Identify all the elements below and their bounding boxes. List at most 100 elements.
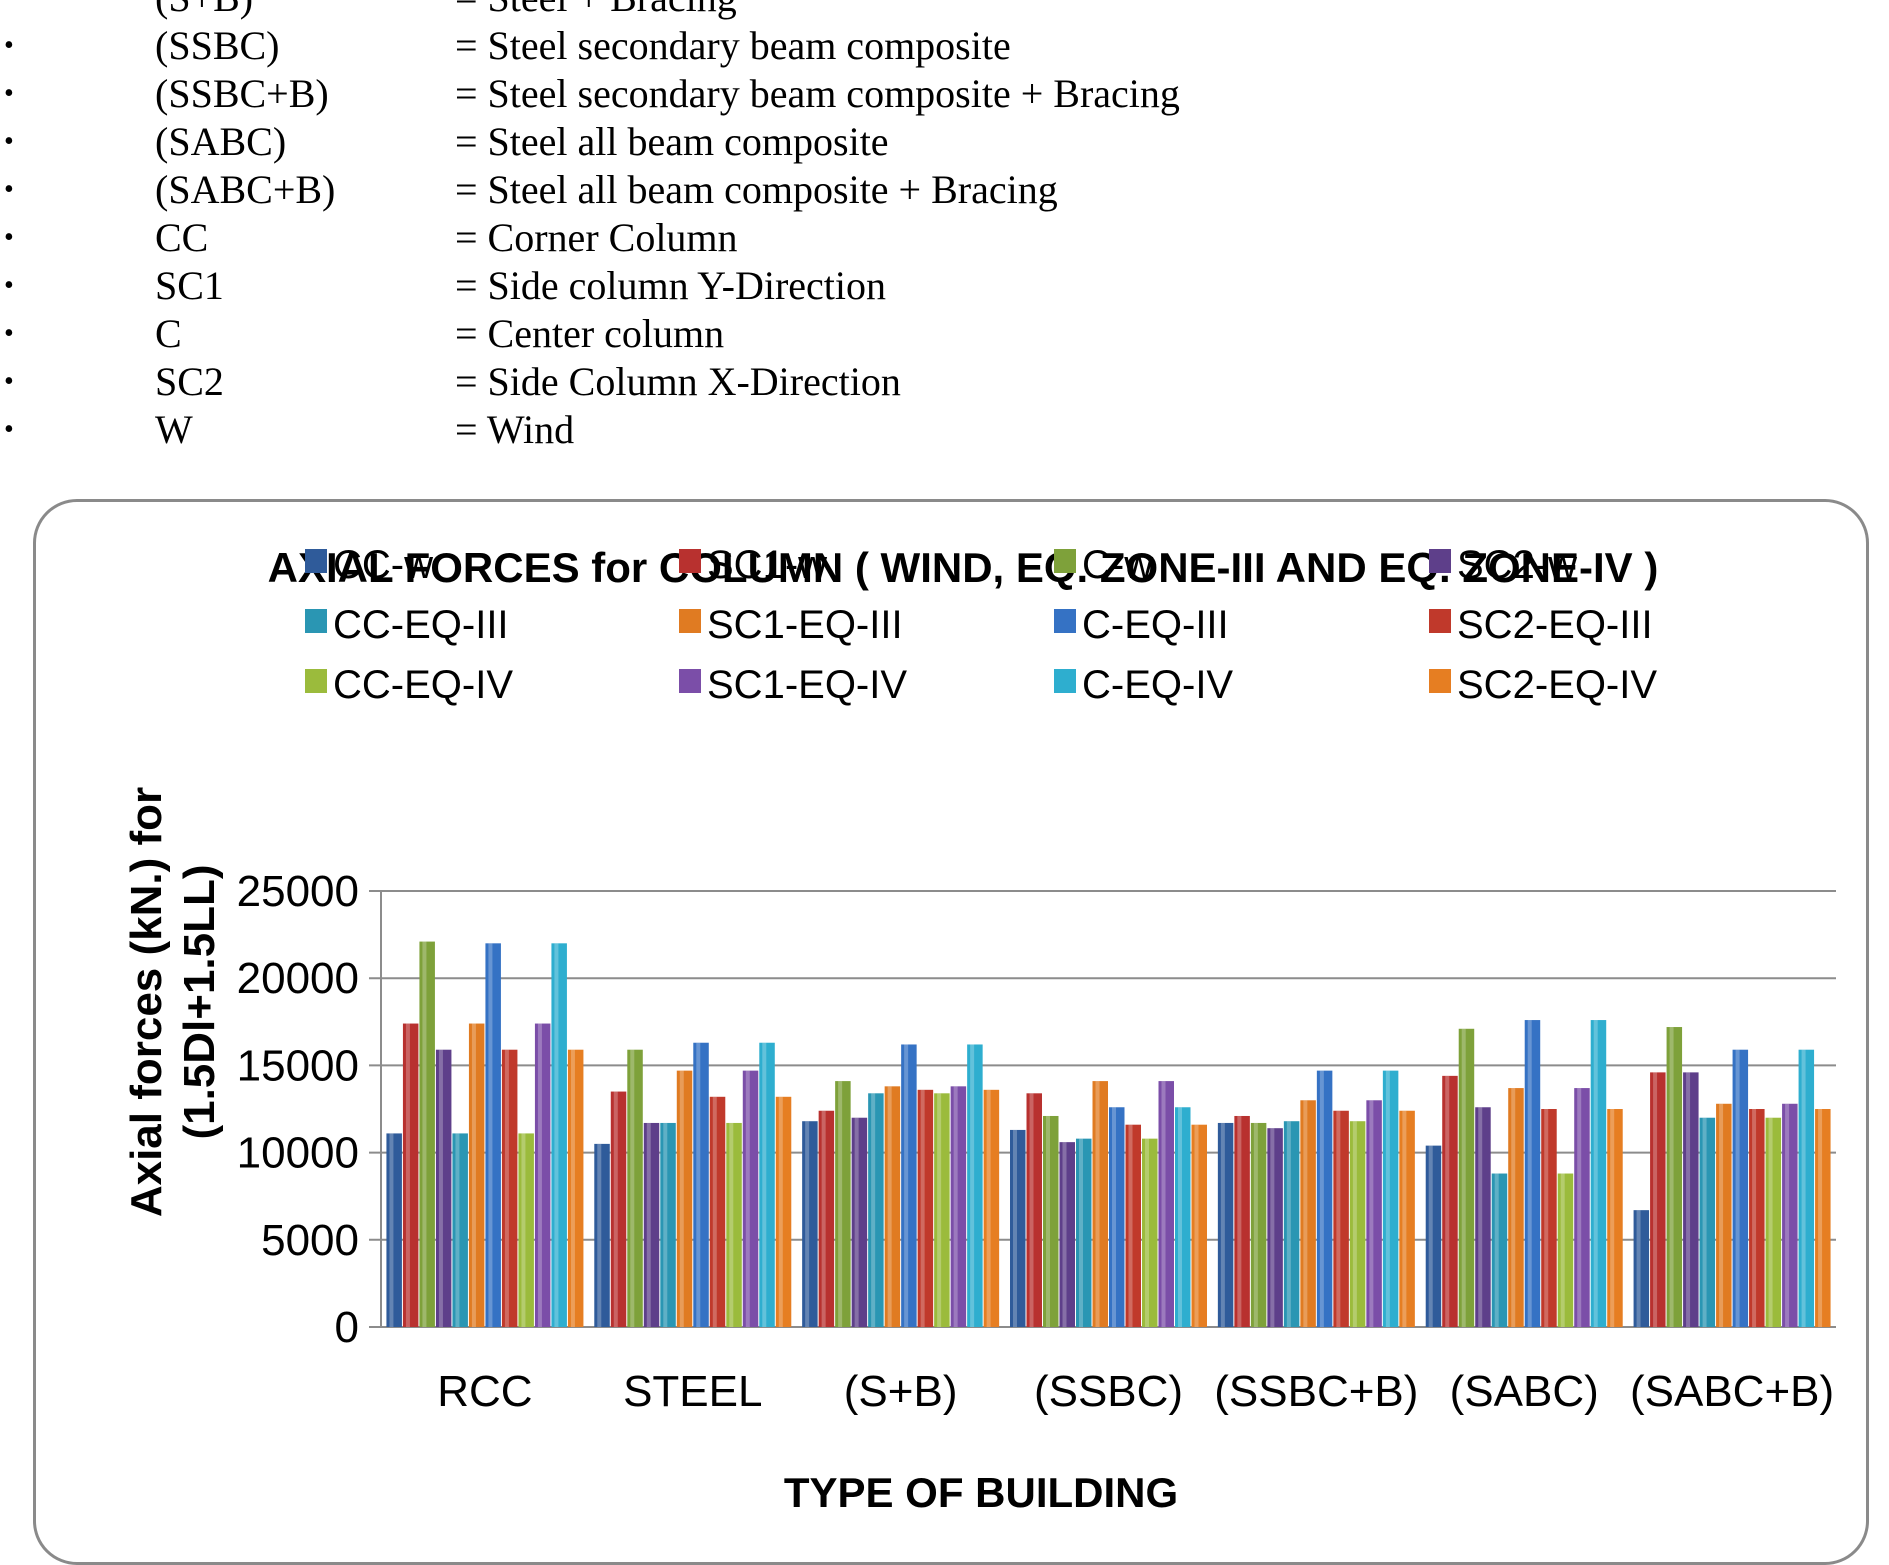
bullet: • [4,270,14,301]
bar-highlight [630,1049,635,1327]
bar [1765,1117,1782,1327]
bar [419,941,435,1327]
abbreviation-item: • (SABC+B) = Steel all beam composite + Br… [0,166,1300,214]
bar [759,1042,775,1327]
bar-highlight [488,943,493,1327]
y-tick-label: 15000 [237,1041,359,1090]
bar-highlight [778,1096,783,1327]
bar-highlight [970,1044,975,1327]
bar [435,1049,452,1327]
bar-highlight [1095,1081,1100,1327]
bar [742,1070,759,1327]
abbreviation-code: W [155,407,193,452]
bar-highlight [1610,1109,1615,1327]
bar-highlight [1461,1028,1466,1327]
bar [1333,1110,1349,1327]
abbreviation-description: = Steel all beam composite [455,119,889,164]
bar [1749,1109,1765,1327]
bar-highlight [953,1086,958,1327]
bar [1076,1138,1092,1327]
bar-highlight [389,1133,394,1327]
bar [1010,1129,1026,1327]
bar-highlight [1178,1107,1182,1327]
bar-highlight [1636,1210,1641,1327]
legend-swatch [679,669,701,693]
bar-highlight [1303,1100,1308,1327]
legend-label: SC1-w [707,543,827,587]
bar [1716,1103,1732,1327]
bar-highlight [1046,1115,1050,1327]
bar [1250,1122,1267,1327]
bar [1633,1210,1650,1327]
bar-highlight [1818,1109,1823,1327]
abbreviation-code: (SABC+B) [155,167,336,212]
bar [627,1049,643,1327]
bar [917,1089,934,1327]
abbreviation-item: • (S+B) = Steel + Bracing [0,0,1300,22]
bar [967,1044,983,1327]
bar [534,1023,551,1327]
x-tick-label: (SABC+B) [1630,1367,1834,1416]
bar [1524,1020,1541,1327]
bar-highlight [537,1023,542,1327]
abbreviation-description: = Steel + Bracing [455,0,737,22]
bar [1217,1122,1234,1327]
legend-swatch [305,549,327,573]
abbreviation-item: • W = Wind [0,406,1300,454]
abbreviation-code: CC [155,215,209,260]
bar [1109,1107,1125,1327]
bar [660,1122,676,1327]
bar [1349,1121,1366,1327]
legend-label: SC2-EQ-IV [1457,663,1657,707]
bar [518,1133,534,1327]
y-axis-label-line2: (1.5Dl+1.5LL) [175,864,224,1139]
abbreviation-description: = Steel secondary beam composite [455,23,1011,68]
bar-highlight [1194,1124,1199,1327]
bar [775,1096,792,1327]
bar [1574,1088,1590,1327]
bar-highlight [405,1023,410,1327]
bullet: • [4,126,14,157]
legend-swatch [1054,549,1076,573]
bar-highlight [1801,1049,1806,1327]
x-tick-label: (SABC) [1450,1367,1599,1416]
bar-highlight [1352,1121,1357,1327]
legend-swatch [1054,609,1076,633]
legend-label: SC1-EQ-IV [707,663,907,707]
bar-highlight [1752,1109,1757,1327]
bar [1175,1107,1191,1327]
bar-highlight [1128,1124,1133,1327]
bar [1607,1109,1623,1327]
bar-highlight [1478,1107,1483,1327]
bar [1425,1145,1442,1327]
bar [1815,1109,1831,1327]
abbreviation-code: C [155,311,182,356]
legend-label: C-EQ-III [1082,603,1229,647]
bar [1142,1138,1158,1327]
bar-highlight [838,1081,843,1327]
bar-highlight [805,1121,810,1327]
bar-highlight [554,943,559,1327]
legend-swatch [1054,669,1076,693]
bullet: • [4,414,14,445]
bar [551,943,567,1327]
abbreviation-code: SC1 [155,263,224,308]
bar-highlight [1527,1020,1532,1327]
bar [726,1122,742,1327]
bar-highlight [1237,1115,1242,1327]
bar-highlight [1702,1117,1707,1327]
bar-highlight [471,1023,476,1327]
bar-highlight [597,1143,602,1327]
x-tick-labels: RCC STEEL (S+B) (SSBC) (SSBC+B) (SABC) (SABC+B… [437,1367,1834,1416]
legend-label: C-w [1082,543,1153,587]
bar-highlight [986,1089,991,1327]
bar [1458,1028,1475,1327]
bar [1366,1100,1382,1327]
bar-highlight [1319,1070,1324,1327]
bar [1475,1107,1491,1327]
y-tick-label: 0 [335,1303,359,1352]
bar [1590,1020,1607,1327]
abbreviation-item: • SC1 = Side column Y-Direction [0,262,1300,310]
bar [1059,1142,1075,1327]
bullet: • [4,318,14,349]
